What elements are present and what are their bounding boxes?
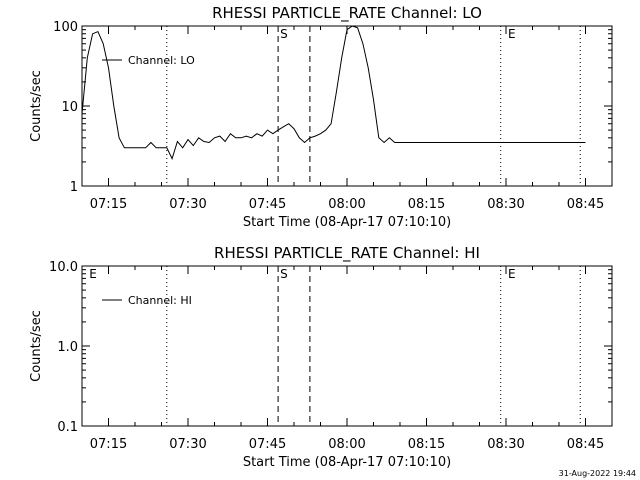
x-tick-label: 07:30 (169, 437, 206, 452)
plot-frame (81, 25, 613, 187)
x-tick-label: 08:15 (408, 437, 445, 452)
x-tick-label: 08:45 (567, 197, 604, 212)
marker-letter-s: S (280, 27, 288, 41)
x-tick-label: 07:45 (249, 437, 286, 452)
x-tick-label: 08:30 (487, 437, 524, 452)
x-tick-label: 07:15 (90, 437, 127, 452)
marker-letter-s: S (280, 267, 288, 281)
x-tick-label: 08:00 (328, 437, 365, 452)
marker-letter-e: E (508, 267, 516, 281)
footer-timestamp: 31-Aug-2022 19:44 (559, 469, 636, 478)
y-tick-label: 10.0 (49, 260, 78, 275)
legend-label: Channel: LO (128, 54, 195, 67)
marker-letter-e: E (89, 267, 97, 281)
x-tick-label: 08:30 (487, 197, 524, 212)
x-tick-label: 08:15 (408, 197, 445, 212)
y-tick-label: 1 (70, 180, 78, 195)
plot-frame (81, 265, 613, 427)
x-tick-label: 08:00 (328, 197, 365, 212)
series-line-0 (81, 25, 586, 160)
lo-channel-panel: RHESSI PARTICLE_RATE Channel: LO Start Ti… (29, 4, 613, 230)
legend-label: Channel: HI (128, 294, 192, 307)
x-tick-label: 08:45 (567, 437, 604, 452)
chart-title: RHESSI PARTICLE_RATE Channel: LO (212, 4, 482, 23)
y-axis-label: Counts/sec (29, 70, 44, 142)
x-tick-label: 07:30 (169, 197, 206, 212)
y-axis-label: Counts/sec (29, 310, 44, 382)
y-tick-label: 10 (61, 100, 78, 115)
marker-letter-e: E (508, 27, 516, 41)
x-tick-label: 07:45 (249, 197, 286, 212)
y-tick-label: 100 (53, 20, 78, 35)
chart-title: RHESSI PARTICLE_RATE Channel: HI (214, 244, 480, 263)
x-tick-label: 07:15 (90, 197, 127, 212)
y-tick-label: 0.1 (57, 420, 78, 435)
hi-channel-panel: RHESSI PARTICLE_RATE Channel: HI Start Ti… (29, 244, 613, 470)
x-axis-label: Start Time (08-Apr-17 07:10:10) (243, 215, 451, 230)
y-tick-label: 1.0 (57, 340, 78, 355)
x-axis-label: Start Time (08-Apr-17 07:10:10) (243, 455, 451, 470)
